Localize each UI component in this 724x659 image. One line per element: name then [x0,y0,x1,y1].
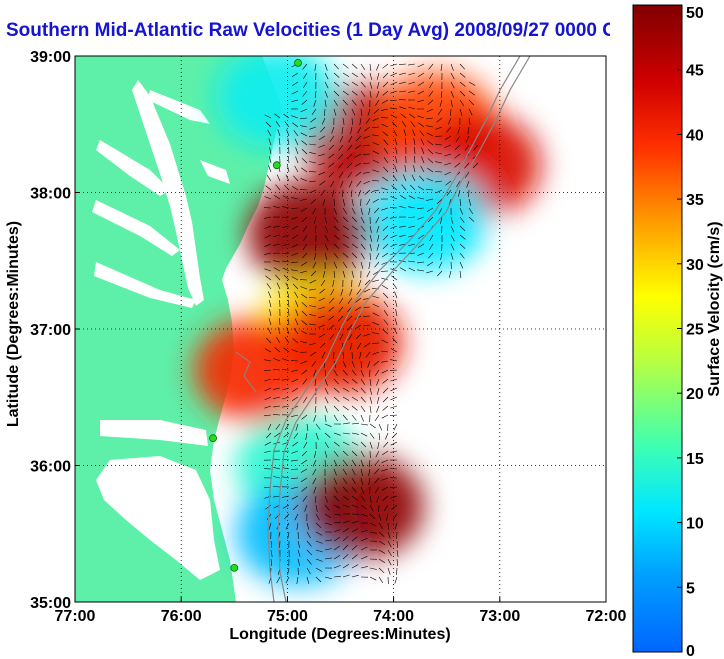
colorbar-label: Surface Velocity (cm/s) [706,221,723,397]
station-marker [272,161,281,170]
chart-title: Southern Mid-Atlantic Raw Velocities (1 … [6,20,610,41]
station-marker [294,58,302,67]
colorbar-tick-label: 25 [686,322,704,339]
colorbar-tick-label: 15 [686,451,704,468]
colorbar-tick-label: 5 [686,580,695,597]
colorbar-tick-label: 0 [686,643,695,659]
velocity-region [363,167,488,272]
y-tick-labels: 35:00 36:00 37:00 38:00 39:00 [30,49,80,612]
x-tick-label: 72:00 [586,608,627,625]
colorbar-tick-label: 50 [686,5,704,22]
y-tick-label: 36:00 [30,459,71,476]
x-tick-label: 77:00 [55,608,96,625]
x-axis-label: Longitude (Degrees:Minutes) [229,626,451,643]
y-tick-label: 38:00 [30,186,71,203]
chesapeake-bay [132,80,204,306]
y-tick-label: 39:00 [30,49,71,66]
station-marker [209,434,217,443]
velocity-vectors [263,63,479,585]
y-tick-label: 35:00 [30,595,71,612]
x-tick-label: 73:00 [479,608,520,625]
x-tick-label: 75:00 [267,608,308,625]
colorbar-ticks: 0 5 10 15 20 25 30 35 40 45 50 [677,4,704,659]
velocity-region [193,317,318,422]
colorbar-tick-label: 30 [686,257,704,274]
colorbar [632,4,683,653]
x-tick-label: 76:00 [161,608,202,625]
colorbar-tick-label: 40 [686,127,704,144]
colorbar-tick-label: 20 [686,386,704,403]
pamlico-sound [96,456,220,580]
velocity-region [214,56,339,149]
colorbar-tick-label: 35 [686,192,704,209]
x-tick-labels: 77:00 76:00 75:00 74:00 73:00 72:00 [55,597,627,625]
velocity-region [299,454,424,559]
station-marker [230,563,239,572]
y-tick-label: 37:00 [30,322,71,339]
radar-stations [209,58,302,572]
y-axis-label: Latitude (Degrees:Minutes) [5,220,22,428]
colorbar-tick-label: 45 [686,63,704,80]
grid-lines [75,56,606,602]
shelf-contour [267,56,521,602]
x-tick-label: 74:00 [373,608,414,625]
colorbar-tick-label: 10 [686,516,704,533]
velocity-field [193,56,541,586]
